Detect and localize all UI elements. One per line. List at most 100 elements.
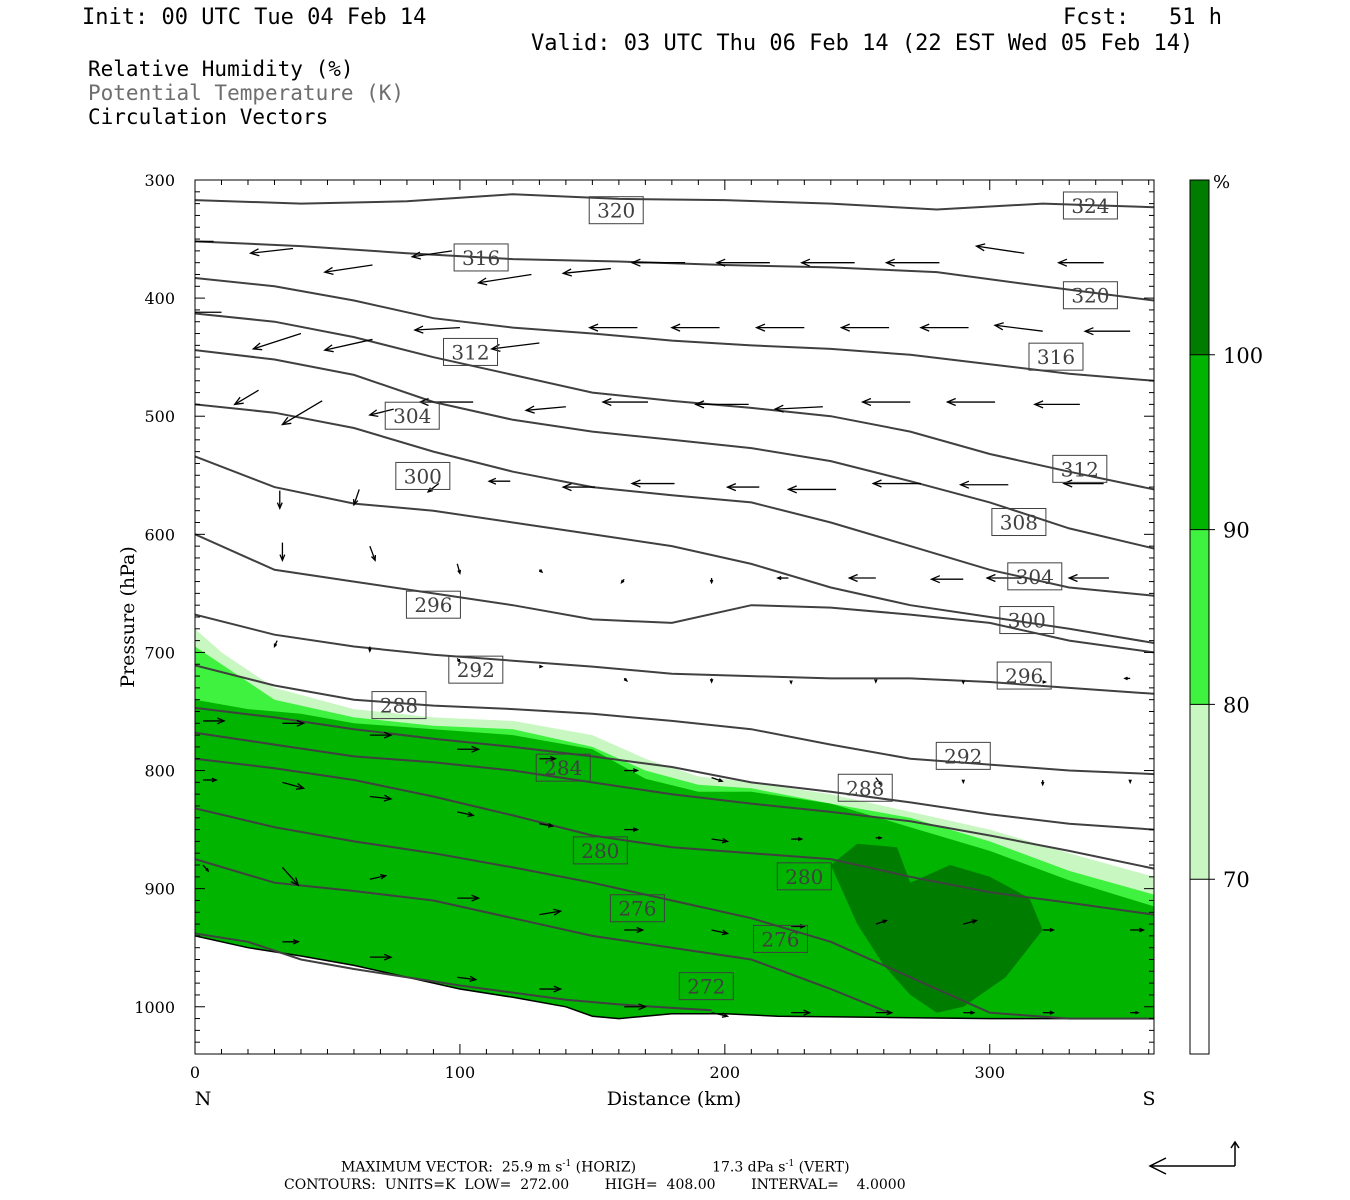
vector-head bbox=[177, 309, 185, 316]
theta-label-box bbox=[776, 862, 832, 891]
vector-shaft bbox=[976, 245, 1025, 254]
vector-head bbox=[561, 268, 572, 277]
circulation-vector bbox=[800, 258, 855, 267]
circulation-vector bbox=[694, 400, 749, 409]
vector-head bbox=[945, 397, 956, 407]
circulation-vector bbox=[1130, 927, 1146, 933]
circulation-vector bbox=[961, 680, 966, 685]
theta-contour-7 bbox=[195, 533, 1154, 654]
vector-head bbox=[1033, 400, 1044, 409]
circulation-vector bbox=[457, 975, 478, 983]
vector-head bbox=[773, 404, 784, 413]
vector-head bbox=[725, 483, 737, 492]
theta-label-box bbox=[384, 401, 440, 430]
vector-head bbox=[715, 258, 726, 267]
vector-head bbox=[211, 777, 218, 783]
theta-label: 296 bbox=[405, 590, 461, 619]
theta-label-box bbox=[991, 508, 1047, 537]
circulation-vector bbox=[323, 338, 373, 353]
circulation-vector bbox=[524, 405, 566, 414]
circulation-vector bbox=[202, 717, 226, 725]
theta-label-text: 292 bbox=[457, 658, 495, 682]
theta-label-box bbox=[535, 753, 591, 782]
vector-head bbox=[1042, 680, 1048, 684]
circulation-vector bbox=[368, 408, 394, 418]
theta-contour-15 bbox=[195, 932, 712, 1012]
legend-potential-temperature: Potential Temperature (K) bbox=[88, 81, 405, 105]
vector-head bbox=[233, 396, 244, 406]
vector-head bbox=[524, 405, 535, 414]
circulation-vector bbox=[711, 929, 730, 936]
theta-contour-14 bbox=[195, 858, 890, 1014]
theta-label: 304 bbox=[384, 401, 440, 430]
theta-contour-3 bbox=[195, 312, 1154, 491]
vector-head bbox=[323, 344, 334, 353]
circulation-vector bbox=[352, 489, 360, 507]
theta-label-text: 316 bbox=[462, 246, 500, 270]
circulation-vector bbox=[963, 919, 979, 925]
vector-head bbox=[800, 258, 811, 267]
circulation-vector bbox=[1130, 1010, 1140, 1015]
circulation-vector bbox=[539, 908, 563, 916]
vector-shaft bbox=[250, 247, 294, 254]
theta-label-text: 324 bbox=[1071, 194, 1109, 218]
vector-head bbox=[487, 477, 497, 485]
vector-head bbox=[352, 499, 359, 507]
circulation-vector bbox=[280, 400, 323, 426]
theta-label-text: 316 bbox=[1037, 345, 1075, 369]
theta-label-box bbox=[1062, 281, 1118, 310]
vector-shaft bbox=[324, 264, 373, 273]
circulation-vector bbox=[273, 640, 278, 648]
vector-head bbox=[368, 409, 379, 418]
vector-shaft bbox=[253, 332, 302, 350]
vector-shaft bbox=[457, 811, 474, 817]
theta-label: 320 bbox=[1062, 281, 1118, 310]
circulation-vector bbox=[725, 483, 760, 492]
circulation-vector bbox=[993, 322, 1043, 332]
circulation-vector bbox=[919, 323, 969, 332]
vector-head bbox=[709, 678, 714, 684]
circulation-vector bbox=[202, 864, 210, 873]
vector-head bbox=[878, 836, 883, 840]
colorbar-frame bbox=[1189, 179, 1210, 1055]
circulation-vector bbox=[410, 250, 453, 260]
circulation-vector bbox=[457, 745, 481, 753]
rh-region-100 bbox=[830, 843, 1043, 1013]
vector-head bbox=[553, 985, 563, 993]
theta-label: 280 bbox=[572, 836, 628, 865]
theta-label-text: 320 bbox=[1071, 284, 1109, 308]
vector-shaft bbox=[324, 338, 373, 351]
vector-shaft bbox=[539, 910, 561, 916]
vector-head bbox=[803, 1009, 812, 1016]
theta-label-text: 312 bbox=[451, 340, 489, 364]
vector-shaft bbox=[711, 1012, 728, 1017]
circulation-vector bbox=[1033, 400, 1080, 409]
circulation-vector bbox=[456, 657, 461, 664]
theta-label-box bbox=[1062, 191, 1118, 220]
vector-head bbox=[379, 873, 388, 880]
vector-shaft bbox=[282, 400, 323, 426]
circulation-vector bbox=[985, 573, 1022, 583]
colorbar-label: 80 bbox=[1223, 693, 1250, 717]
vector-head bbox=[721, 837, 730, 844]
circulation-vector bbox=[711, 777, 724, 783]
circulation-vector bbox=[369, 953, 393, 961]
circulation-vector bbox=[282, 781, 306, 790]
vector-head bbox=[1040, 781, 1045, 787]
contours-info: CONTOURS: UNITS=K LOW= 272.00 HIGH= 408.… bbox=[284, 1177, 906, 1193]
theta-label-text: 276 bbox=[618, 897, 656, 921]
vector-head bbox=[721, 929, 730, 936]
vector-head bbox=[721, 1012, 730, 1018]
circulation-vector bbox=[709, 578, 714, 585]
theta-label-box bbox=[395, 461, 451, 490]
colorbar-label: 100 bbox=[1223, 344, 1263, 368]
theta-labels: 324 320 320 316 316 312 312 308 304 304 300 300 296 2… bbox=[371, 191, 1118, 1001]
theta-label-box bbox=[371, 691, 427, 720]
vector-shaft bbox=[369, 545, 376, 561]
vector-head bbox=[601, 397, 612, 407]
circulation-vector bbox=[623, 677, 629, 682]
y-tick-label: 600 bbox=[144, 525, 175, 544]
y-tick-label: 900 bbox=[144, 880, 175, 899]
vector-head bbox=[985, 573, 996, 583]
init-time: Init: 00 UTC Tue 04 Feb 14 bbox=[82, 5, 427, 30]
